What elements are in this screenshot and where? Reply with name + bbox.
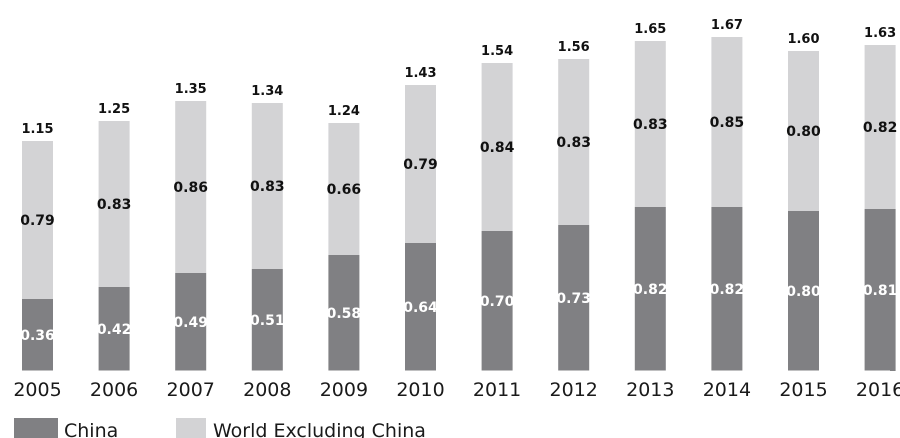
x-tick-2014: 2014	[703, 379, 751, 401]
label-world-2008: 0.83	[250, 179, 285, 195]
labels-layer: 0.36 0.79 1.15 0.42 0.83 1.25 0.49 0.86 1.35 0.51…	[20, 18, 897, 344]
x-tick-2009: 2009	[320, 379, 368, 401]
label-total-2008: 1.34	[251, 84, 283, 99]
label-total-2006: 1.25	[98, 102, 130, 117]
bar-world-2011	[481, 63, 513, 231]
label-china-2009: 0.58	[327, 306, 362, 322]
bar-world-2012	[558, 59, 590, 225]
label-world-2013: 0.83	[633, 117, 668, 133]
bar-china-2015	[788, 211, 819, 371]
bar-world-2008	[251, 103, 283, 269]
x-tick-2007: 2007	[167, 379, 215, 401]
label-total-2016: 1.63	[864, 26, 896, 41]
x-tick-2010: 2010	[396, 379, 444, 401]
x-tick-2005: 2005	[13, 379, 61, 401]
label-world-2005: 0.79	[20, 213, 55, 229]
bar-world-2016	[864, 45, 896, 209]
label-china-2013: 0.82	[633, 282, 668, 298]
bar-world-2007	[175, 101, 207, 273]
bar-china-2010	[405, 243, 436, 371]
label-world-2011: 0.84	[480, 140, 515, 156]
bar-china-2011	[481, 231, 513, 371]
x-tick-2006: 2006	[90, 379, 138, 401]
x-tick-2012: 2012	[550, 379, 598, 401]
label-china-2012: 0.73	[556, 291, 591, 307]
bar-world-2010	[405, 85, 436, 243]
bar-world-2009	[328, 123, 360, 255]
bar-china-2016	[864, 209, 896, 371]
label-total-2009: 1.24	[328, 104, 360, 119]
x-tick-labels: 2005 2006 2007 2008 2009 2010 2011 2012 2013 2014…	[13, 379, 900, 401]
label-world-2014: 0.85	[710, 115, 745, 131]
bar-world-2014	[711, 37, 743, 207]
label-china-2010: 0.64	[403, 300, 438, 316]
label-world-2007: 0.86	[173, 180, 208, 196]
legend-swatch-china	[14, 418, 58, 438]
bar-world-2005	[22, 141, 53, 299]
label-world-2012: 0.83	[556, 135, 591, 151]
label-total-2007: 1.35	[175, 82, 207, 97]
label-china-2016: 0.81	[863, 283, 898, 299]
label-world-2009: 0.66	[327, 182, 362, 198]
bar-china-2013	[634, 207, 666, 371]
bar-china-2014	[711, 207, 743, 371]
x-tick-2008: 2008	[243, 379, 291, 401]
bars-layer	[22, 37, 896, 371]
label-china-2014: 0.82	[710, 282, 745, 298]
x-tick-2013: 2013	[626, 379, 674, 401]
label-total-2012: 1.56	[558, 40, 590, 55]
label-china-2011: 0.70	[480, 294, 515, 310]
bar-world-2013	[634, 41, 666, 207]
label-world-2016: 0.82	[863, 120, 898, 136]
legend-label-china: China	[64, 420, 118, 438]
label-china-2006: 0.42	[97, 322, 132, 338]
label-total-2011: 1.54	[481, 44, 513, 59]
bar-china-2008	[251, 269, 283, 371]
label-china-2008: 0.51	[250, 313, 285, 329]
x-tick-2016: 2016	[856, 379, 900, 401]
legend-swatch-world	[176, 418, 206, 438]
label-world-2006: 0.83	[97, 197, 132, 213]
label-china-2005: 0.36	[20, 328, 55, 344]
bar-world-2006	[98, 121, 130, 287]
legend: China World Excluding China	[14, 418, 426, 438]
label-total-2005: 1.15	[21, 122, 53, 137]
bar-world-2015	[788, 51, 819, 211]
label-world-2010: 0.79	[403, 157, 438, 173]
label-total-2014: 1.67	[711, 18, 743, 33]
label-china-2015: 0.80	[786, 284, 821, 300]
bar-china-2007	[175, 273, 207, 371]
label-total-2015: 1.60	[787, 32, 819, 47]
label-total-2013: 1.65	[634, 22, 666, 37]
label-total-2010: 1.43	[404, 66, 436, 81]
label-china-2007: 0.49	[173, 315, 208, 331]
x-tick-2015: 2015	[779, 379, 827, 401]
x-tick-2011: 2011	[473, 379, 521, 401]
bar-china-2006	[98, 287, 130, 371]
bar-china-2012	[558, 225, 590, 371]
label-world-2015: 0.80	[786, 124, 821, 140]
legend-label-world: World Excluding China	[213, 420, 426, 438]
bar-china-2009	[328, 255, 360, 371]
bar-china-2005	[22, 299, 53, 371]
